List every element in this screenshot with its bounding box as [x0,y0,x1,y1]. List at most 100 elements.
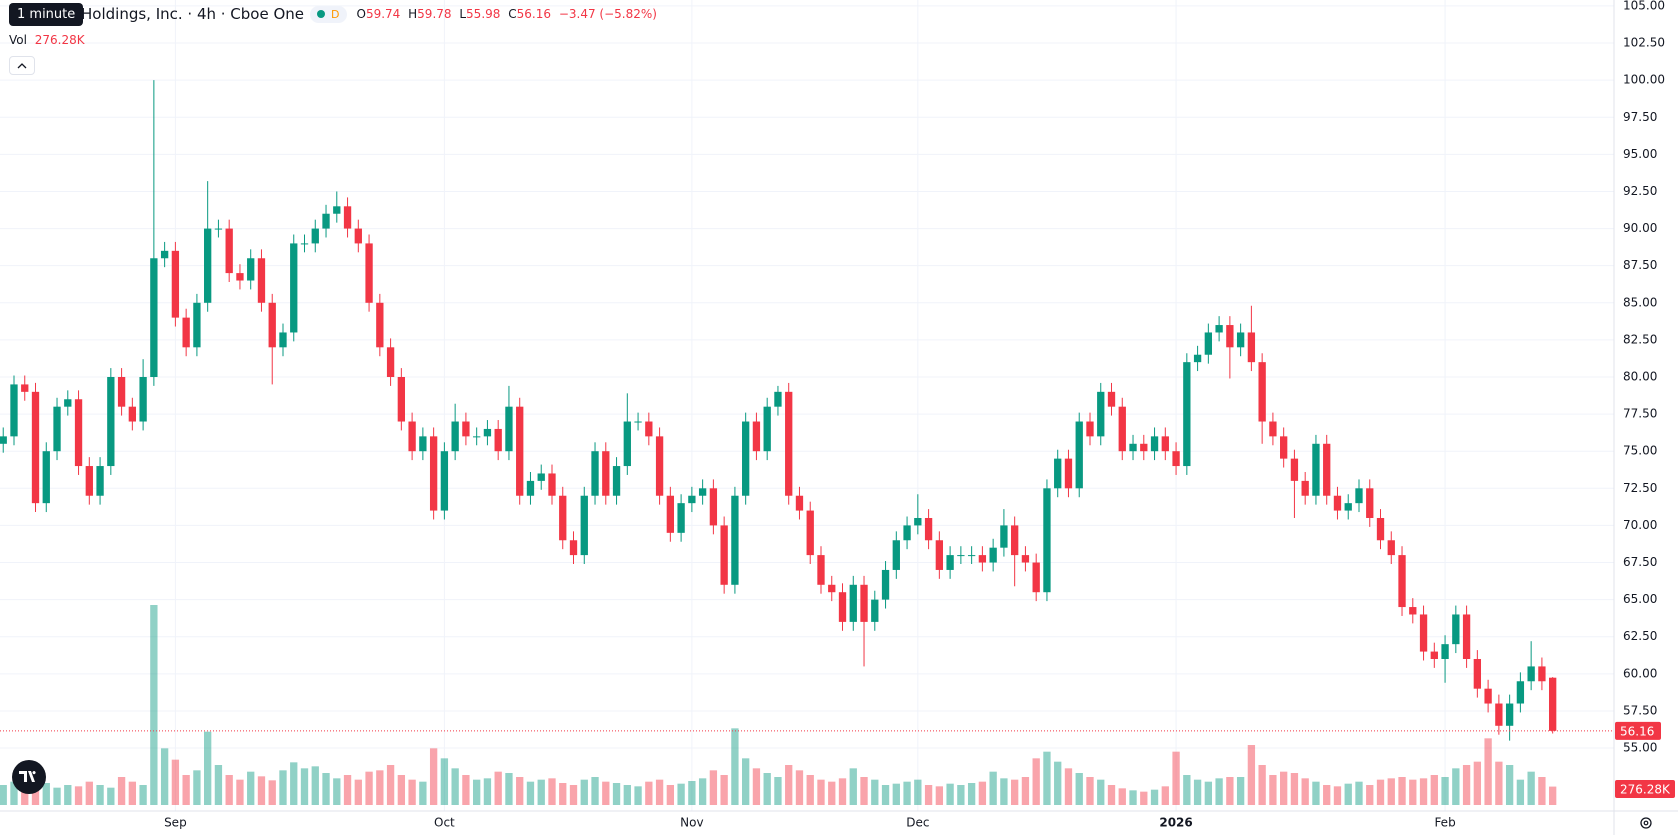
candle-body [795,495,804,511]
volume-bar [1376,779,1385,805]
y-tick-label: 97.50 [1623,110,1657,124]
volume-bar [42,783,50,805]
volume-bar [720,775,728,805]
volume-bar [300,768,309,805]
volume-bar [107,787,115,805]
volume-bar [473,779,481,805]
collapse-button[interactable] [9,56,35,75]
volume-bar [569,785,578,805]
candle-body [193,302,201,348]
volume-bar [1215,778,1223,805]
volume-bar [1075,773,1083,805]
logo[interactable] [12,760,46,794]
x-tick-label: 2026 [1159,816,1192,830]
candle-body [1043,488,1051,593]
candle-body [290,243,298,333]
logo-mark [19,771,36,782]
volume-bar [1172,751,1180,805]
volume-bar [171,759,180,805]
volume-bar [494,771,502,805]
candle-body [763,406,771,452]
volume-bar [591,777,599,805]
volume-bar [914,779,922,805]
volume-bar [1398,777,1406,805]
candle-body [698,488,707,496]
interval-badge: D [331,7,340,21]
volume-bar [1226,777,1234,805]
candle-body [139,376,147,422]
volume-bar [838,778,847,805]
volume-bar [1387,778,1395,805]
candle-body [1107,391,1116,407]
candle-body [1204,332,1213,355]
candle-body [828,584,836,593]
candle-body [117,376,126,407]
volume-bar [1269,775,1277,805]
volume-bar [64,785,72,805]
volume-bar [74,786,83,805]
volume-bar [1462,765,1471,805]
volume-bar [666,785,675,805]
candle-body [817,555,825,585]
volume-value: 276.28K [34,33,85,47]
volume-bar [774,777,782,805]
volume-bar [1333,786,1342,805]
y-tick-label: 85.00 [1623,295,1657,309]
candle-body [10,384,18,437]
change-value: −3.47 (−5.82%) [558,7,657,21]
volume-bar [10,781,18,805]
candle-body [182,317,190,348]
volume-bar [1323,785,1331,805]
volume-bar [1344,783,1352,805]
volume-bar [1064,768,1073,805]
candle-body [429,436,438,511]
volume-bar [1236,777,1245,805]
volume-label-box [1615,780,1675,798]
candle-body [1161,436,1169,452]
ohlc-label: L [459,7,467,21]
candle-body [1032,562,1040,593]
candle-body [752,421,761,452]
candle-body [365,243,373,303]
volume-bar [1150,789,1159,805]
candle-body [1387,540,1395,556]
candle-body [1118,406,1126,452]
volume-bar [462,775,470,805]
volume-bar [849,768,857,805]
candle-body [0,436,7,444]
x-tick-label: Oct [434,816,455,830]
volume-bar [1516,779,1525,805]
candle-body [526,480,535,496]
candle-body [1000,525,1008,548]
volume-bar [946,783,954,805]
candle-body [1064,458,1073,489]
candle-body [892,540,900,570]
candle-body [64,399,72,407]
volume-bar [1419,778,1428,805]
status-pill[interactable]: D [310,5,347,23]
settings-icon[interactable] [1640,817,1652,829]
volume-bar [688,781,696,805]
volume-bar [1140,791,1148,805]
candle-body [74,399,83,467]
symbol-title[interactable]: Holdings, Inc. · 4h · Cboe One [81,5,305,23]
candle-body [1430,651,1438,659]
candle-body [322,213,330,229]
volume-bar [806,775,814,805]
candle-body [1527,666,1535,682]
candle-body [967,555,976,557]
candle-body [494,428,502,452]
candle-body [1021,555,1030,563]
volume-bar [225,775,233,805]
candle-body [1441,644,1449,659]
volume-bar [1312,781,1320,805]
volume-bar [1118,788,1126,805]
volume-bar [376,770,384,805]
volume-bar [742,758,750,805]
volume-bar [1247,745,1256,805]
volume-bar [451,768,459,805]
volume-bar [526,781,535,805]
candle-body [473,436,481,438]
volume-bar [1129,790,1137,805]
